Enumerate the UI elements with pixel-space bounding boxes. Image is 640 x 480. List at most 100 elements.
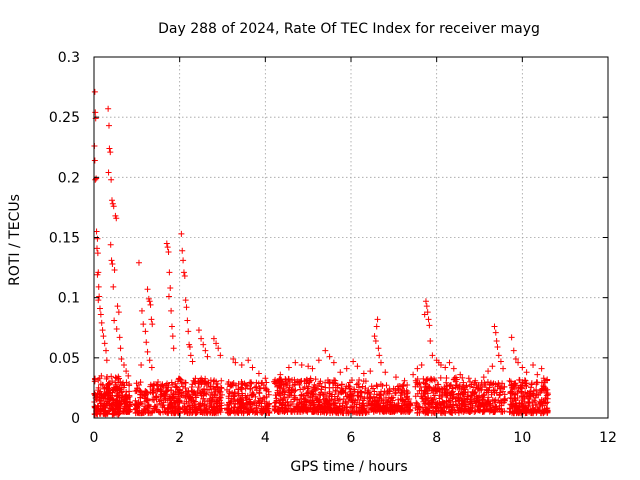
data-point — [328, 395, 335, 402]
data-point — [169, 333, 176, 340]
data-point — [165, 293, 172, 300]
data-point — [114, 303, 121, 310]
data-point — [182, 388, 189, 395]
data-point — [115, 373, 122, 380]
data-point — [203, 406, 210, 413]
y-tick-label: 0.2 — [58, 170, 80, 186]
data-point — [478, 386, 485, 393]
data-point — [297, 396, 304, 403]
data-point — [476, 407, 483, 414]
data-point — [376, 352, 383, 359]
data-point — [307, 393, 314, 400]
data-point — [112, 402, 119, 409]
data-point — [330, 359, 337, 366]
data-point — [217, 352, 224, 359]
data-point — [210, 335, 217, 342]
data-point — [286, 378, 293, 385]
data-point — [325, 397, 332, 404]
data-point — [330, 400, 337, 407]
data-point — [309, 365, 316, 372]
data-point — [166, 269, 173, 276]
data-point — [276, 399, 283, 406]
data-point — [262, 375, 269, 382]
data-point — [544, 395, 551, 402]
data-point — [344, 403, 351, 410]
data-point — [367, 391, 374, 398]
data-point — [431, 409, 438, 416]
data-point — [467, 383, 474, 390]
data-point — [365, 387, 372, 394]
data-point — [184, 391, 191, 398]
data-point — [340, 395, 347, 402]
data-point — [288, 389, 295, 396]
data-point — [387, 408, 394, 415]
data-point — [109, 260, 116, 267]
y-tick-label: 0 — [71, 411, 80, 427]
data-point — [486, 384, 493, 391]
data-point — [436, 392, 443, 399]
data-point — [292, 387, 299, 394]
data-point — [304, 397, 311, 404]
data-point — [366, 394, 373, 401]
data-point — [438, 402, 445, 409]
data-point — [396, 382, 403, 389]
data-point — [126, 381, 133, 388]
data-point — [321, 408, 328, 415]
data-point — [124, 408, 131, 415]
data-point — [347, 383, 354, 390]
data-point — [138, 307, 145, 314]
data-point — [377, 392, 384, 399]
data-point — [324, 404, 331, 411]
data-point — [428, 376, 435, 383]
data-point — [149, 386, 156, 393]
data-point — [247, 385, 254, 392]
data-point — [280, 407, 287, 414]
data-point — [96, 293, 103, 300]
data-point — [263, 409, 270, 416]
data-point — [422, 389, 429, 396]
data-point — [476, 392, 483, 399]
data-point — [120, 362, 127, 369]
data-point — [380, 408, 387, 415]
data-point — [518, 410, 525, 417]
data-point — [180, 269, 187, 276]
data-point — [468, 400, 475, 407]
data-point — [141, 406, 148, 413]
data-point — [361, 395, 368, 402]
data-point — [540, 409, 547, 416]
grid-lines — [94, 57, 608, 418]
data-point — [218, 385, 225, 392]
data-point — [442, 364, 449, 371]
data-point — [108, 395, 115, 402]
data-point — [356, 399, 363, 406]
data-point — [111, 266, 118, 273]
data-point — [499, 408, 506, 415]
data-point — [530, 362, 537, 369]
data-point — [187, 352, 194, 359]
data-point — [255, 380, 262, 387]
data-point — [388, 394, 395, 401]
data-point — [287, 398, 294, 405]
data-point — [379, 382, 386, 389]
data-point — [316, 380, 323, 387]
data-point — [189, 358, 196, 365]
data-point — [149, 321, 156, 328]
data-point — [98, 319, 105, 326]
data-point — [405, 398, 412, 405]
data-point — [224, 401, 231, 408]
data-point — [261, 398, 268, 405]
data-point — [423, 406, 430, 413]
data-point — [296, 400, 303, 407]
data-point — [167, 393, 174, 400]
data-point — [455, 407, 462, 414]
data-point — [243, 395, 250, 402]
data-point — [316, 391, 323, 398]
data-point — [491, 323, 498, 330]
data-point — [391, 402, 398, 409]
y-tick-label: 0.1 — [58, 291, 80, 307]
data-point — [314, 408, 321, 415]
data-point — [248, 392, 255, 399]
data-point — [232, 359, 239, 366]
data-point — [113, 387, 120, 394]
data-point — [423, 377, 430, 384]
